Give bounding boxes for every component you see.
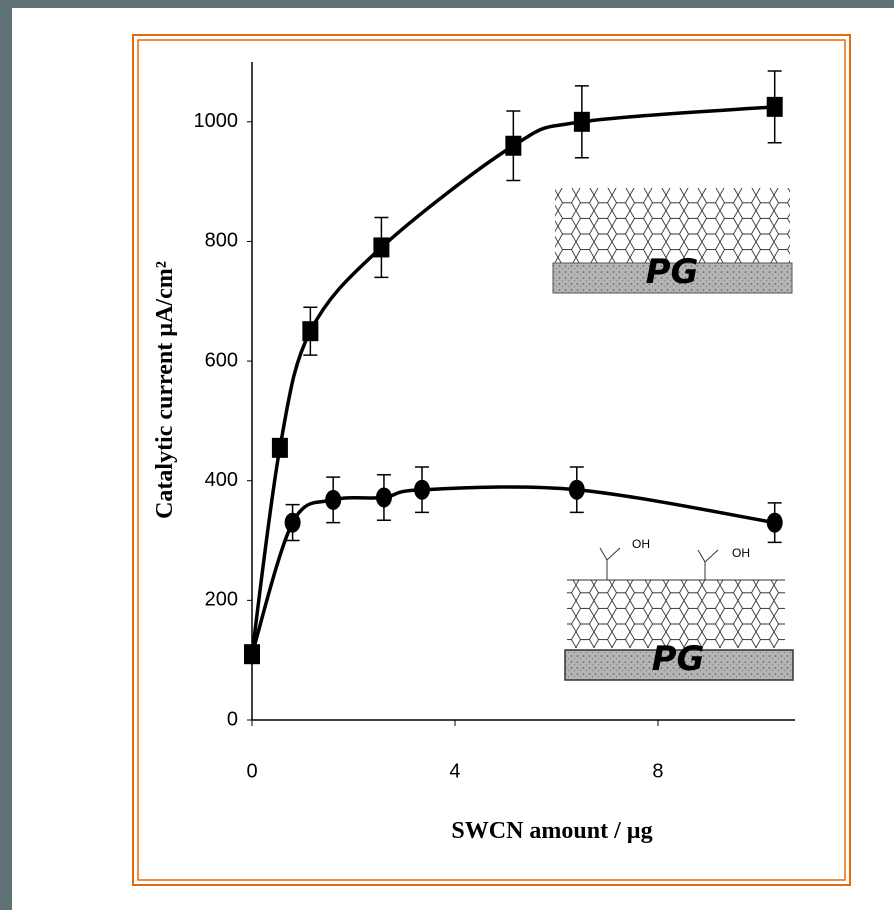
marker — [568, 479, 585, 500]
marker — [505, 135, 522, 156]
oh-label: OH — [632, 537, 650, 551]
y-tick-label: 600 — [205, 349, 238, 371]
marker — [375, 487, 392, 508]
background — [12, 8, 894, 910]
pg-electrode — [552, 262, 793, 294]
marker — [284, 512, 301, 533]
y-tick-label: 800 — [205, 230, 238, 252]
marker — [244, 644, 260, 665]
inset-top: PG — [552, 188, 793, 294]
frame-inner — [137, 39, 846, 881]
y-axis-label: Catalytic current µA/cm² — [152, 261, 178, 519]
inset-label: PG — [646, 252, 699, 292]
y-tick-label: 1000 — [194, 110, 239, 132]
y-tick-label: 400 — [205, 469, 238, 491]
oh-label: OH — [732, 546, 750, 560]
marker — [573, 111, 590, 132]
marker — [271, 437, 288, 458]
marker — [766, 512, 783, 533]
pg-electrode — [564, 649, 794, 681]
nanotube — [567, 580, 785, 648]
marker — [325, 489, 342, 510]
inset-bottom: OH OH PG — [564, 537, 794, 681]
y-tick-label: 200 — [205, 589, 238, 611]
x-tick-label: 0 — [246, 760, 257, 782]
marker — [766, 96, 783, 117]
nanotube-forest — [555, 188, 790, 263]
inset-label: PG — [652, 639, 705, 679]
cooh-groups — [599, 547, 719, 580]
x-tick-label: 8 — [652, 760, 663, 782]
x-axis-label: SWCN amount / µg — [451, 818, 652, 844]
y-tick-label: 0 — [227, 708, 238, 730]
marker — [373, 237, 390, 258]
x-tick-label: 4 — [449, 760, 460, 782]
frame-outer — [132, 34, 851, 886]
marker — [414, 479, 431, 500]
marker — [302, 321, 319, 342]
